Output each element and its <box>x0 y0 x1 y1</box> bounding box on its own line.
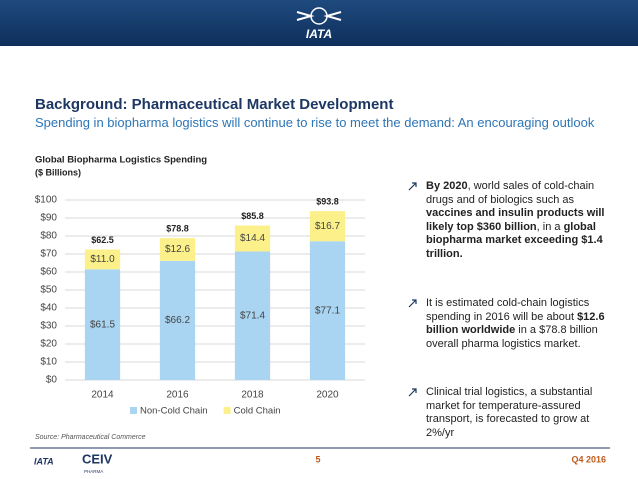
y-tick-label: $100 <box>35 195 58 206</box>
x-tick-label: 2018 <box>241 390 264 401</box>
y-tick-label: $0 <box>46 375 58 386</box>
total-label: $62.5 <box>91 235 114 245</box>
footer-date: Q4 2016 <box>571 454 606 464</box>
x-tick-label: 2014 <box>91 390 114 401</box>
legend-label: Cold Chain <box>234 406 281 417</box>
bullet-arrow <box>408 388 417 397</box>
chart-title: Global Biopharma Logistics Spending <box>35 155 207 166</box>
slide-title: Background: Pharmaceutical Market Develo… <box>35 96 394 113</box>
data-label: $16.7 <box>315 221 340 232</box>
bullet: By 2020, world sales of cold-chain drugs… <box>426 180 606 261</box>
x-tick-label: 2016 <box>166 390 189 401</box>
y-tick-label: $40 <box>40 303 57 314</box>
legend-swatch <box>223 407 231 414</box>
legend-label: Non-Cold Chain <box>140 406 208 417</box>
bar-segment <box>84 269 121 380</box>
source: Source: Pharmaceutical Commerce <box>35 434 146 441</box>
total-label: $85.8 <box>241 211 264 221</box>
bullet-text: Clinical trial logistics, a substantial … <box>426 386 593 439</box>
bullet-text: By 2020 <box>426 180 468 192</box>
slide-subtitle: Spending in biopharma logistics will con… <box>35 115 595 130</box>
data-label: $61.5 <box>90 319 115 330</box>
data-label: $77.1 <box>315 305 340 316</box>
bar-segment <box>159 260 196 380</box>
bullet-text: global biopharma market exceeding $1.4 t… <box>426 220 603 260</box>
y-tick-label: $90 <box>40 213 57 224</box>
bar-segment <box>234 225 271 252</box>
data-label: $14.4 <box>240 233 265 244</box>
data-label: $12.6 <box>165 244 190 255</box>
y-tick-label: $80 <box>40 231 57 242</box>
bar-segment <box>159 238 196 261</box>
y-tick-label: $50 <box>40 285 57 296</box>
page-number: 5 <box>315 454 320 464</box>
y-tick-label: $10 <box>40 357 57 368</box>
chart-subtitle: ($ Billions) <box>35 167 81 177</box>
bullet-text: , world sales of cold-chain drugs and of… <box>426 180 595 206</box>
data-label: $66.2 <box>165 315 190 326</box>
legend-swatch <box>130 407 137 414</box>
total-label: $78.8 <box>166 224 189 234</box>
bullet: It is estimated cold-chain logistics spe… <box>426 297 606 351</box>
footer-logo: PHARMA <box>84 469 103 474</box>
bar-segment <box>309 241 346 380</box>
header-logo: IATA <box>306 27 332 41</box>
bar-segment <box>84 249 121 270</box>
bar-segment <box>309 211 346 242</box>
footer-logo: IATA <box>34 456 54 466</box>
y-tick-label: $20 <box>40 339 57 350</box>
bullet-text: in a $78.8 billion overall pharma logist… <box>426 324 598 350</box>
bullet-text: It is estimated cold-chain logistics spe… <box>426 297 590 323</box>
bullet-text: , in a <box>536 220 564 233</box>
bullet-arrow <box>408 182 417 191</box>
y-tick-label: $70 <box>40 249 57 260</box>
bullet-text: $12.6 billion worldwide <box>426 310 605 337</box>
bullet-arrow <box>408 299 417 308</box>
bullet-text: vaccines and insulin products will likel… <box>426 207 605 233</box>
bar-segment <box>234 251 271 380</box>
y-tick-label: $30 <box>40 321 57 332</box>
x-tick-label: 2020 <box>316 390 339 401</box>
data-label: $71.4 <box>240 310 265 321</box>
total-label: $93.8 <box>316 197 339 207</box>
y-tick-label: $60 <box>40 267 57 278</box>
data-label: $11.0 <box>90 254 115 265</box>
footer-logo: CEIV <box>82 451 113 466</box>
logo-wings <box>296 11 342 21</box>
bullet: Clinical trial logistics, a substantial … <box>426 386 606 440</box>
